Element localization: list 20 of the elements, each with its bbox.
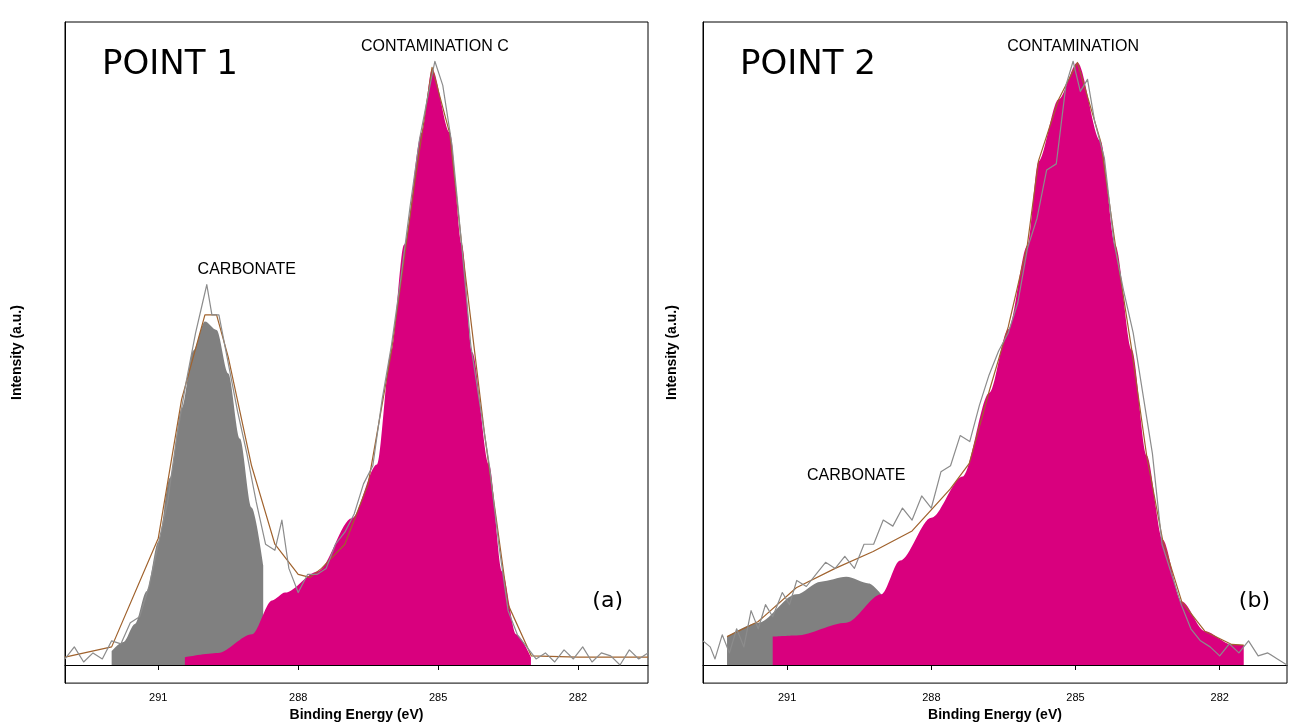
- x-tick-label: 291: [149, 690, 168, 703]
- x-tick-label: 288: [289, 690, 308, 703]
- y-axis-title: Intensity (a.u.): [8, 305, 24, 400]
- annotation: (a): [592, 586, 624, 612]
- chart-title: POINT 1: [102, 42, 238, 82]
- x-axis-title: Binding Energy (eV): [289, 706, 424, 722]
- y-axis-title: Intensity (a.u.): [663, 305, 679, 400]
- annotation: CARBONATE: [197, 260, 296, 278]
- annotation: (b): [1238, 586, 1271, 612]
- chart-title: POINT 2: [740, 42, 876, 82]
- x-tick-label: 282: [568, 690, 588, 703]
- x-tick-label: 282: [1210, 690, 1229, 703]
- annotation: CARBONATE: [807, 465, 906, 483]
- x-axis-title: Binding Energy (eV): [928, 706, 1062, 722]
- x-tick-label: 285: [1066, 690, 1085, 703]
- x-tick-label: 291: [777, 690, 797, 703]
- x-tick-label: 288: [922, 690, 941, 703]
- annotation: CONTAMINATION: [1007, 36, 1140, 54]
- annotation: CONTAMINATION C: [360, 36, 509, 54]
- x-tick-label: 285: [428, 690, 448, 703]
